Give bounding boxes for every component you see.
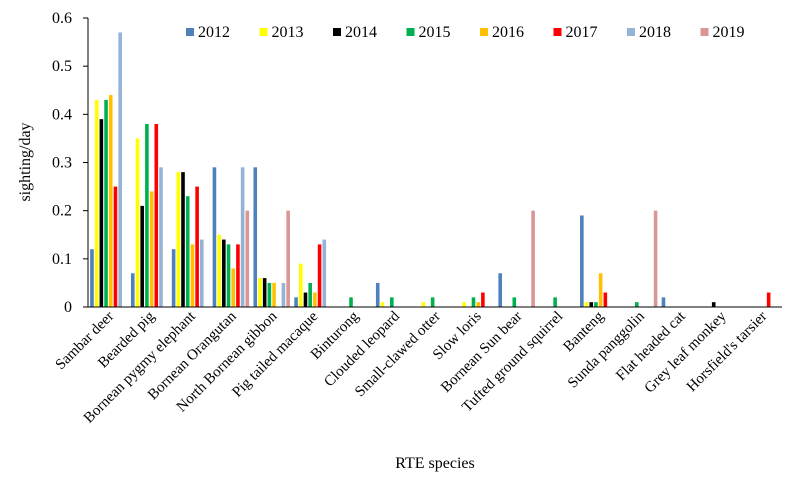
y-tick-label: 0.6: [52, 10, 72, 27]
legend-label-2015: 2015: [419, 24, 451, 41]
bar-2012-5: [294, 297, 298, 307]
bar-2014-5: [303, 292, 308, 307]
bar-2019-10: [531, 210, 535, 307]
y-tick-label: 0: [64, 299, 72, 316]
bar-2016-12: [598, 273, 603, 307]
bar-2016-2: [190, 244, 195, 307]
bar-2012-3: [212, 167, 217, 307]
bar-2012-0: [90, 249, 94, 307]
bar-2018-1: [159, 167, 163, 307]
bar-2016-4: [272, 282, 276, 307]
bar-2013-0: [94, 99, 99, 307]
bar-2015-11: [553, 297, 557, 307]
bar-2015-2: [185, 196, 190, 307]
bar-2016-3: [231, 268, 236, 307]
bar-2013-5: [298, 263, 303, 307]
legend-swatch-2013: [259, 28, 268, 36]
x-axis-title: RTE species: [395, 455, 474, 472]
bar-2015-12: [594, 302, 598, 307]
bar-2015-10: [512, 297, 517, 307]
bar-2014-15: [711, 302, 716, 307]
legend-label-2018: 2018: [639, 24, 671, 41]
bar-2013-3: [217, 234, 221, 307]
bars-group: [90, 32, 771, 308]
bar-2014-2: [181, 172, 185, 307]
bar-2015-8: [430, 297, 435, 307]
bar-2014-1: [140, 205, 144, 307]
bar-2012-10: [498, 273, 502, 307]
bar-2015-5: [308, 282, 312, 307]
bar-2018-3: [240, 167, 245, 307]
bar-2017-16: [766, 292, 771, 307]
bar-2019-13: [653, 210, 658, 307]
bar-2014-3: [222, 239, 226, 307]
bar-2014-4: [262, 278, 267, 307]
axes: [87, 18, 782, 308]
y-tick-label: 0.2: [52, 203, 72, 220]
legend-label-2014: 2014: [345, 24, 377, 41]
legend-swatch-2012: [186, 28, 194, 36]
bar-2013-9: [462, 302, 466, 307]
bar-2018-5: [322, 239, 327, 307]
bar-2012-2: [171, 249, 176, 307]
bar-2015-1: [145, 123, 149, 307]
bar-2013-8: [421, 302, 426, 307]
legend-swatch-2014: [333, 28, 341, 36]
bar-2014-12: [589, 302, 594, 307]
bar-2012-14: [661, 297, 666, 307]
legend-label-2016: 2016: [492, 24, 524, 41]
legend: 2012 2013 2014 2015 2016 2017 2018 2019: [186, 24, 745, 41]
y-axis-title: sighting/day: [17, 122, 34, 201]
legend-swatch-2019: [700, 28, 709, 36]
bar-2016-5: [313, 292, 317, 307]
legend-label-2012: 2012: [198, 24, 230, 41]
y-tick-label: 0.4: [52, 106, 72, 123]
bar-2017-3: [236, 244, 240, 307]
bar-2015-0: [104, 99, 108, 307]
bar-2013-7: [380, 302, 385, 307]
bar-2017-0: [113, 186, 118, 307]
bar-2018-0: [118, 32, 122, 307]
legend-swatch-2015: [406, 28, 415, 36]
legend-swatch-2016: [480, 28, 488, 36]
bar-2016-0: [108, 95, 113, 307]
bar-2015-4: [267, 282, 272, 307]
bar-2015-9: [471, 297, 476, 307]
legend-label-2013: 2013: [272, 24, 304, 41]
bar-2017-12: [603, 292, 608, 307]
bar-2013-4: [258, 278, 262, 307]
bar-2014-0: [99, 119, 104, 308]
bar-2019-4: [286, 210, 290, 307]
bar-2015-7: [390, 297, 394, 307]
bar-2015-3: [226, 244, 231, 307]
bar-2019-3: [245, 210, 250, 307]
bar-2012-12: [580, 215, 584, 307]
legend-label-2019: 2019: [713, 24, 745, 41]
bar-2017-1: [154, 123, 159, 307]
bar-2013-1: [135, 138, 140, 307]
y-tick-label: 0.3: [52, 155, 72, 172]
y-tick-label: 0.1: [52, 251, 72, 268]
bar-2017-9: [481, 292, 485, 307]
bar-2018-2: [200, 239, 204, 307]
y-tick-label: 0.5: [52, 58, 72, 75]
bar-2015-13: [634, 302, 639, 307]
legend-swatch-2017: [553, 28, 562, 36]
legend-swatch-2018: [627, 28, 635, 36]
bar-2012-7: [375, 282, 380, 307]
bar-2018-4: [281, 282, 286, 307]
bar-2013-12: [584, 302, 589, 307]
bar-2012-4: [253, 167, 258, 307]
bar-2016-9: [476, 302, 480, 307]
legend-label-2017: 2017: [566, 24, 598, 41]
bar-2015-6: [349, 297, 353, 307]
y-axis-ticks: 0 0.1 0.2 0.3 0.4 0.5 0.6: [52, 10, 88, 316]
bar-2013-2: [176, 172, 181, 307]
bar-2016-1: [149, 191, 154, 307]
bar-2012-1: [130, 273, 135, 307]
bar-2017-2: [195, 186, 199, 307]
bar-2017-5: [317, 244, 322, 307]
